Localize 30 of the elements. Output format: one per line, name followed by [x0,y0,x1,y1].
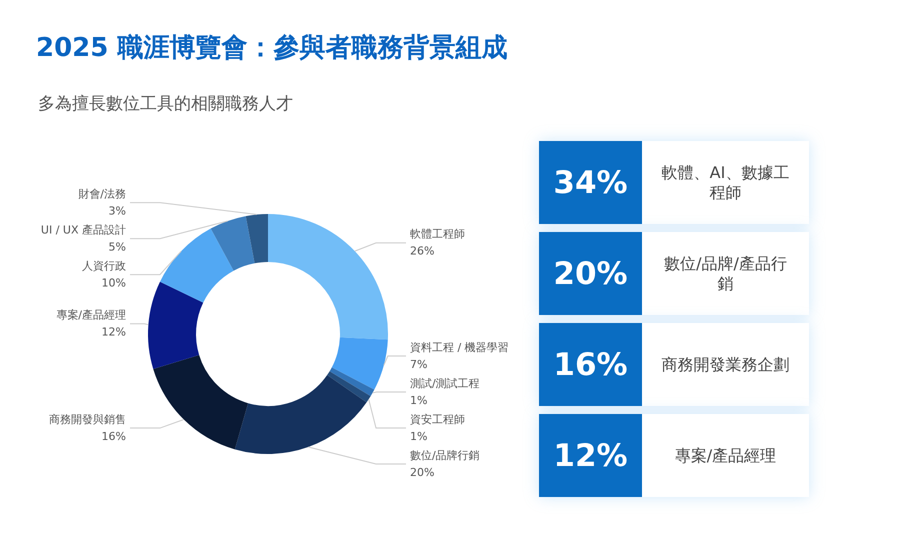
text: 商務開發業務企劃 [660,354,790,376]
data-label: 20% [410,466,434,479]
slice-label: 測試/測試工程 [410,376,480,390]
slice-label: 軟體工程師 [410,228,465,241]
data-label: 16% [102,430,126,443]
text: 16% [539,323,642,406]
data-label: 1% [410,430,428,443]
data-label: 7% [410,358,428,371]
text: 數位/品牌/產品行銷 [663,252,788,294]
slice-label: 數位/品牌行銷 [410,448,480,462]
data-label: 5% [108,240,126,254]
chart-subtitle: 多為擅長數位工具的相關職務人才 [38,93,293,115]
slice-label: UI / UX 產品設計 [40,223,126,236]
data-label: 3% [108,204,126,218]
text: 12% [539,414,642,497]
slice-label: 財會/法務 [78,187,126,200]
data-label: 26% [410,244,434,258]
slice-label: 商務開發與銷售 [49,412,126,426]
slice-label: 人資行政 [82,259,126,272]
slice-label: 資料工程 / 機器學習 [410,340,509,354]
text: 軟體、AI、數據工程師 [660,162,790,204]
data-label: 10% [102,276,126,290]
slice-label: 資安工程師 [410,412,465,426]
slice-label: 專案/產品經理 [56,308,126,322]
text: 20% [539,232,642,315]
data-label: 12% [102,326,126,339]
text: 34% [539,141,642,224]
data-label: 1% [410,394,428,407]
text: 專案/產品經理 [674,444,778,466]
chart-title: 2025 職涯博覽會：參與者職務背景組成 [36,32,508,65]
